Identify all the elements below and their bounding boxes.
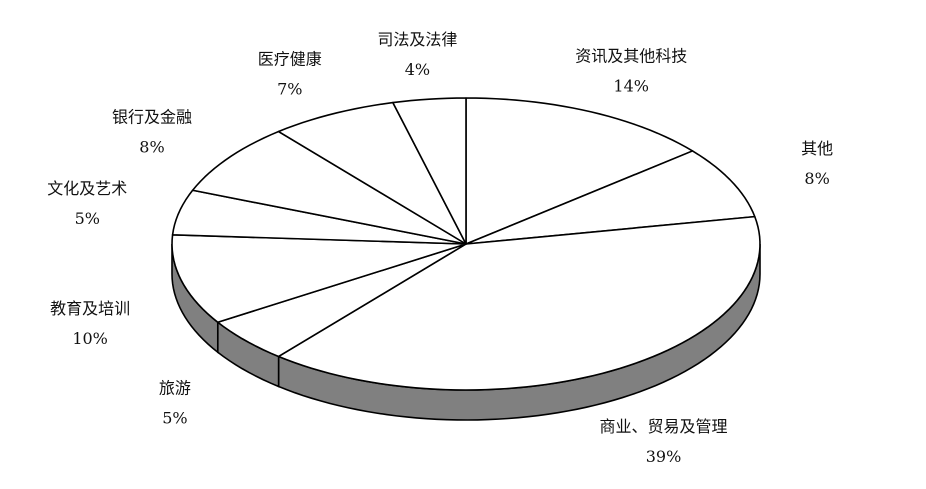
slice-category-label: 司法及法律 — [377, 30, 457, 49]
pie-label-5: 文化及艺术 5% — [47, 179, 127, 228]
slice-category-label: 资讯及其他科技 — [575, 47, 687, 66]
slice-category-label: 旅游 — [159, 378, 191, 397]
pie-label-3: 旅游 5% — [159, 378, 191, 427]
slice-percent-label: 5% — [162, 408, 187, 427]
pie-label-0: 资讯及其他科技 14% — [575, 47, 687, 96]
pie-top — [171, 97, 761, 391]
slice-percent-label: 4% — [405, 60, 430, 79]
pie-slice-3 — [216, 243, 467, 358]
slice-percent-label: 8% — [804, 169, 829, 188]
pie-slice-1 — [465, 150, 756, 245]
pie-label-2: 商业、贸易及管理 39% — [599, 417, 727, 466]
slice-percent-label: 8% — [139, 138, 164, 157]
pie-label-1: 其他 8% — [801, 139, 833, 188]
pie-slice-5 — [171, 189, 467, 245]
pie-slice-2 — [277, 215, 761, 391]
slice-category-label: 文化及艺术 — [47, 179, 127, 198]
pie-label-6: 银行及金融 8% — [112, 108, 192, 157]
slice-percent-label: 5% — [75, 209, 100, 228]
slice-category-label: 其他 — [801, 139, 833, 158]
slice-category-label: 银行及金融 — [112, 108, 192, 127]
pie-labels: 资讯及其他科技 14% 其他 8% 商业、贸易及管理 39% 旅游 5% 教育及培训 10% 文化及… — [47, 30, 833, 466]
slice-category-label: 商业、贸易及管理 — [599, 417, 727, 436]
pie-slice-0 — [465, 97, 694, 245]
slice-category-label: 医疗健康 — [258, 49, 322, 68]
slice-percent-label: 7% — [277, 79, 302, 98]
pie-slice-4 — [171, 234, 467, 324]
pie-slice-8 — [392, 97, 467, 245]
pie-label-8: 司法及法律 4% — [377, 30, 457, 79]
pie-slice-7 — [277, 101, 467, 245]
slice-percent-label: 14% — [613, 77, 649, 96]
slice-percent-label: 39% — [646, 447, 682, 466]
pie-label-7: 医疗健康 7% — [258, 49, 322, 98]
slice-percent-label: 10% — [72, 329, 108, 348]
pie-slice-6 — [191, 130, 467, 245]
slice-category-label: 教育及培训 — [50, 299, 130, 318]
pie-label-4: 教育及培训 10% — [50, 299, 130, 348]
